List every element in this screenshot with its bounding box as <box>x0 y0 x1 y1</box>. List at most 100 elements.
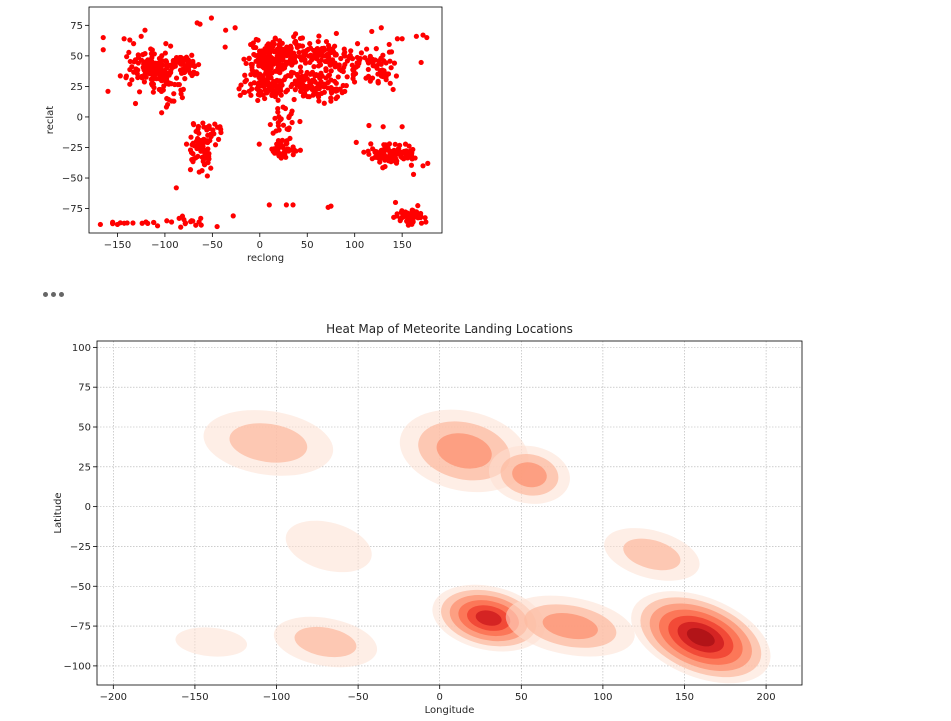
scatter-point <box>155 60 162 66</box>
scatter-point <box>255 97 261 104</box>
scatter-point <box>191 69 197 75</box>
scatter-point <box>321 100 327 106</box>
scatter-point <box>371 63 378 69</box>
scatter-point <box>304 76 310 82</box>
scatter-point <box>350 67 356 73</box>
scatter-point <box>273 146 279 152</box>
scatter-point <box>162 50 168 56</box>
scatter-point <box>289 81 295 87</box>
scatter-point <box>238 82 244 88</box>
scatter-point <box>262 82 268 88</box>
scatter-point <box>135 74 141 81</box>
heatmap-plot-frame <box>96 340 803 686</box>
scatter-point <box>311 77 317 83</box>
scatter-point <box>159 110 165 116</box>
scatter-point <box>383 60 389 66</box>
heatmap-contour-level <box>512 462 547 488</box>
scatter-point <box>284 44 290 50</box>
scatter-point <box>378 73 384 79</box>
scatter-point <box>280 55 286 61</box>
scatter-point <box>289 108 295 114</box>
scatter-point <box>276 38 283 44</box>
scatter-point <box>361 149 367 155</box>
scatter-point <box>378 61 384 67</box>
heatmap-y-tick-label: −25 <box>70 542 91 553</box>
scatter-point <box>387 148 393 154</box>
heatmap-y-tick-label: −100 <box>64 661 91 672</box>
scatter-point <box>161 73 167 79</box>
scatter-point <box>294 82 300 88</box>
scatter-point <box>188 218 195 224</box>
more-options-icon[interactable] <box>43 292 64 297</box>
scatter-point <box>316 98 322 104</box>
scatter-point <box>248 92 254 98</box>
scatter-point <box>272 35 278 41</box>
scatter-point <box>299 43 306 49</box>
scatter-point <box>187 167 194 173</box>
scatter-point <box>323 38 330 45</box>
scatter-point <box>356 58 362 65</box>
heatmap-chart: Heat Map of Meteorite Landing Locations −… <box>53 322 803 716</box>
scatter-point <box>383 77 389 83</box>
scatter-point <box>256 63 262 69</box>
scatter-x-tick-label: 100 <box>345 240 364 251</box>
scatter-point <box>366 151 372 157</box>
scatter-y-tick-label: −75 <box>62 204 83 215</box>
heatmap-contour-level <box>686 628 715 647</box>
scatter-point <box>178 91 184 97</box>
scatter-point <box>264 90 270 96</box>
scatter-point <box>297 35 304 42</box>
scatter-point <box>170 58 176 64</box>
scatter-point <box>283 74 289 80</box>
scatter-point <box>298 78 304 85</box>
scatter-point <box>418 220 425 226</box>
scatter-point <box>171 98 177 104</box>
scatter-point <box>183 141 190 147</box>
scatter-point <box>280 47 286 53</box>
heatmap-x-tick-label: −50 <box>348 692 369 703</box>
scatter-point <box>386 141 393 147</box>
scatter-plot-area <box>89 7 442 233</box>
scatter-point <box>424 34 430 41</box>
scatter-point <box>190 121 196 127</box>
scatter-point <box>413 209 420 215</box>
scatter-point <box>397 218 403 224</box>
scatter-point <box>408 152 415 158</box>
scatter-point <box>276 114 282 120</box>
scatter-point <box>291 34 297 40</box>
scatter-point <box>146 66 152 73</box>
scatter-point <box>358 50 365 56</box>
scatter-point <box>298 69 304 75</box>
scatter-point <box>373 46 379 52</box>
heatmap-contour-level <box>436 433 492 469</box>
scatter-point <box>304 69 310 76</box>
scatter-point <box>290 152 296 158</box>
scatter-point <box>325 42 332 49</box>
scatter-point <box>190 151 196 157</box>
scatter-point <box>276 127 282 133</box>
scatter-point <box>309 69 316 75</box>
scatter-point <box>232 25 238 31</box>
scatter-point <box>362 55 368 61</box>
scatter-point <box>253 44 259 51</box>
scatter-point <box>379 67 385 73</box>
scatter-point <box>292 38 299 44</box>
scatter-point <box>418 59 424 66</box>
scatter-point <box>252 52 258 58</box>
scatter-point <box>365 66 371 73</box>
scatter-point <box>142 71 148 77</box>
scatter-point <box>264 49 270 55</box>
scatter-point <box>148 81 155 87</box>
scatter-point <box>138 33 144 39</box>
scatter-point <box>399 36 405 42</box>
scatter-point <box>378 150 384 156</box>
heatmap-blob <box>631 591 771 684</box>
scatter-point <box>306 53 312 59</box>
scatter-point <box>423 219 429 225</box>
heatmap-x-tick-label: 150 <box>675 692 694 703</box>
scatter-point <box>246 55 252 61</box>
scatter-point <box>175 81 181 88</box>
scatter-point <box>339 90 345 96</box>
heatmap-x-tick-label: 100 <box>593 692 612 703</box>
scatter-y-tick-label: 25 <box>70 82 83 93</box>
